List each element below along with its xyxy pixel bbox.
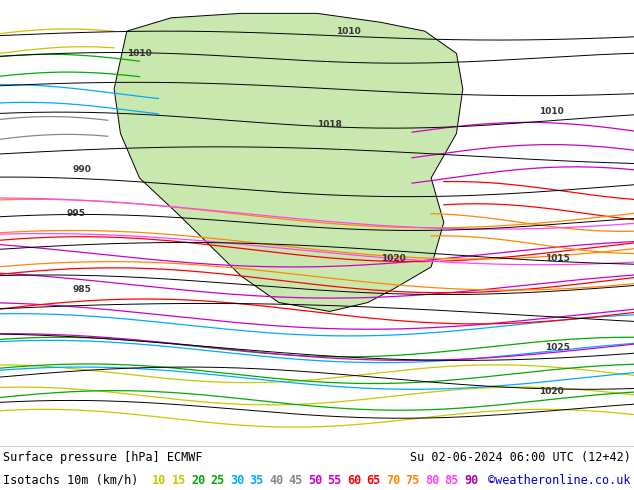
Polygon shape: [114, 13, 463, 312]
Text: 1010: 1010: [336, 26, 361, 36]
Text: 30: 30: [230, 473, 244, 487]
Text: 40: 40: [269, 473, 283, 487]
Text: 1015: 1015: [545, 253, 571, 263]
Text: 1020: 1020: [539, 387, 564, 396]
Text: 60: 60: [347, 473, 361, 487]
Text: 1018: 1018: [317, 120, 342, 129]
Text: Isotachs 10m (km/h): Isotachs 10m (km/h): [3, 473, 138, 487]
Text: Su 02-06-2024 06:00 UTC (12+42): Su 02-06-2024 06:00 UTC (12+42): [410, 451, 631, 464]
Text: Surface pressure [hPa] ECMWF: Surface pressure [hPa] ECMWF: [3, 451, 202, 464]
Text: 90: 90: [464, 473, 478, 487]
Text: 1020: 1020: [380, 253, 406, 263]
Text: 45: 45: [288, 473, 303, 487]
Text: 35: 35: [250, 473, 264, 487]
Text: 10: 10: [152, 473, 166, 487]
Text: 75: 75: [406, 473, 420, 487]
Text: 995: 995: [67, 209, 86, 218]
Text: 50: 50: [308, 473, 322, 487]
Text: 85: 85: [444, 473, 459, 487]
Text: 985: 985: [73, 285, 92, 294]
Text: 1010: 1010: [539, 107, 564, 116]
Text: 1010: 1010: [127, 49, 152, 58]
Text: 25: 25: [210, 473, 224, 487]
Text: ©weatheronline.co.uk: ©weatheronline.co.uk: [488, 473, 630, 487]
Text: 15: 15: [172, 473, 186, 487]
Text: 70: 70: [386, 473, 400, 487]
Text: 1025: 1025: [545, 343, 571, 351]
Text: 80: 80: [425, 473, 439, 487]
Text: 990: 990: [73, 165, 92, 173]
Text: 20: 20: [191, 473, 205, 487]
Text: 55: 55: [328, 473, 342, 487]
Text: 65: 65: [366, 473, 381, 487]
